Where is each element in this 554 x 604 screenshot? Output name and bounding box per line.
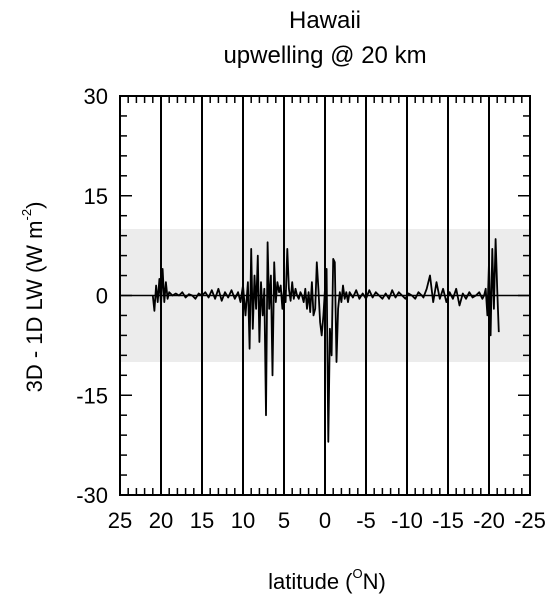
chart-subtitle: upwelling @ 20 km bbox=[223, 42, 426, 69]
x-axis-label: latitude (ON) bbox=[268, 566, 386, 594]
x-tick-label: -20 bbox=[473, 508, 505, 533]
y-tick-label: 30 bbox=[84, 84, 108, 109]
x-tick-label: -25 bbox=[514, 508, 546, 533]
x-tick-label: -5 bbox=[356, 508, 376, 533]
chart-title: Hawaii bbox=[289, 7, 361, 34]
x-tick-label: 20 bbox=[149, 508, 173, 533]
x-tick-label: -10 bbox=[391, 508, 423, 533]
x-axis-label-main: latitude ( bbox=[268, 569, 353, 594]
x-tick-label: 0 bbox=[319, 508, 331, 533]
y-tick-label: -30 bbox=[76, 483, 108, 508]
y-axis-label: 3D - 1D LW (W m-2) bbox=[19, 202, 47, 393]
x-axis-label-sup: O bbox=[353, 566, 363, 581]
tick-marks bbox=[119, 95, 531, 496]
x-tick-label: 5 bbox=[278, 508, 290, 533]
y-tick-label: 0 bbox=[96, 284, 108, 309]
x-tick-label: 25 bbox=[108, 508, 132, 533]
series-layer bbox=[151, 238, 500, 443]
x-tick-label: -15 bbox=[432, 508, 464, 533]
x-axis-label-end: N) bbox=[363, 569, 386, 594]
tick-labels: 25 20 15 10 5 0 -5 -10 -15 -20 -25 30 15 0 -15 -30 bbox=[76, 84, 546, 533]
y-axis-label-main: 3D - 1D LW (W m bbox=[22, 220, 47, 392]
series-line bbox=[151, 238, 500, 443]
y-axis-label-sup: -2 bbox=[19, 209, 34, 221]
x-tick-label: 15 bbox=[190, 508, 214, 533]
y-tick-label: -15 bbox=[76, 383, 108, 408]
x-tick-label: 10 bbox=[231, 508, 255, 533]
y-tick-label: 15 bbox=[84, 184, 108, 209]
y-axis-label-end: ) bbox=[22, 202, 47, 209]
